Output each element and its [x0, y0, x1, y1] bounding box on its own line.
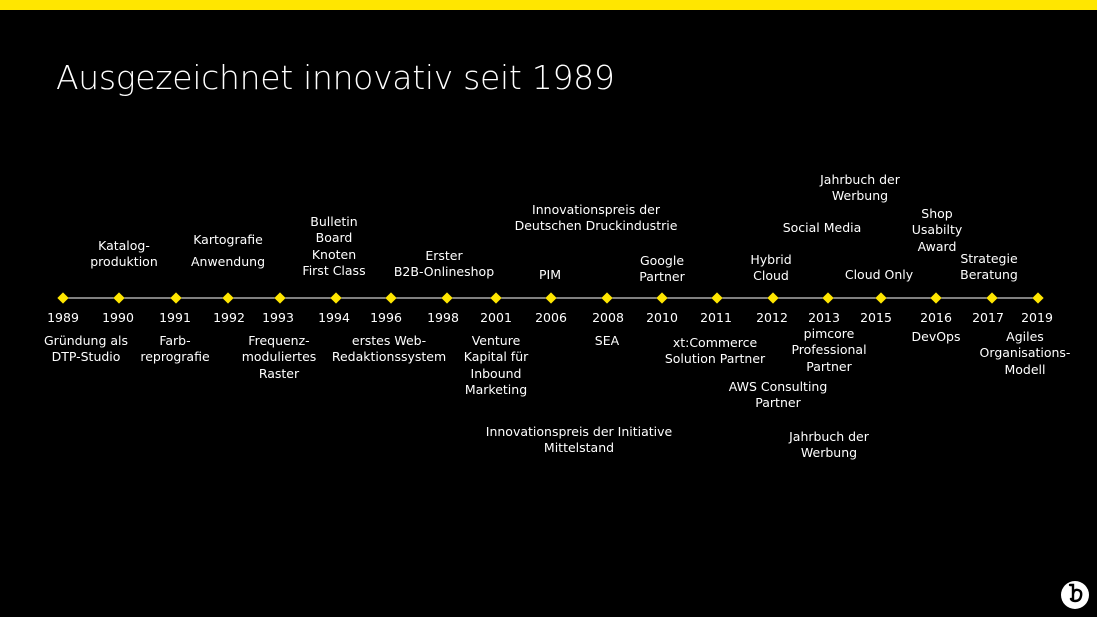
milestone-marker [656, 292, 668, 304]
year-label: 1990 [102, 310, 134, 325]
milestone-above: Social Media [782, 220, 862, 235]
milestone-marker [930, 292, 942, 304]
year-label: 2011 [700, 310, 732, 325]
milestone-above: Jahrbuch der Werbung [820, 172, 900, 204]
milestone-marker [274, 292, 286, 304]
milestone-marker [490, 292, 502, 304]
milestone-below: pimcore Professional Partner [791, 326, 867, 374]
milestone-below: Jahrbuch der Werbung [789, 429, 869, 461]
milestone-marker [385, 292, 397, 304]
milestone-above: Bulletin Board Knoten First Class [302, 214, 366, 278]
milestone-marker [113, 292, 125, 304]
milestone-below: Agiles Organisations- Modell [979, 329, 1071, 377]
milestone-below: SEA [594, 333, 620, 348]
year-label: 2015 [860, 310, 892, 325]
milestone-marker [170, 292, 182, 304]
milestone-below: Gründung als DTP-Studio [43, 333, 129, 365]
milestone-above: Katalog- produktion [90, 238, 158, 270]
milestone-below: Farb- reprografie [140, 333, 210, 365]
milestone-marker [222, 292, 234, 304]
year-label: 2010 [646, 310, 678, 325]
milestone-above: Kartografie [193, 232, 263, 247]
milestone-marker [767, 292, 779, 304]
year-label: 1991 [159, 310, 191, 325]
milestone-above: Google Partner [639, 253, 685, 285]
year-label: 1993 [262, 310, 294, 325]
milestone-below: xt:Commerce Solution Partner [664, 335, 766, 367]
milestone-above: Strategie Beratung [960, 251, 1018, 283]
milestone-marker [57, 292, 69, 304]
milestone-marker [330, 292, 342, 304]
slide-title: Ausgezeichnet innovativ seit 1989 [56, 58, 615, 97]
year-label: 2012 [756, 310, 788, 325]
milestone-below: erstes Web- Redaktionssystem [331, 333, 447, 365]
milestone-above: Cloud Only [844, 267, 914, 282]
year-label: 1989 [47, 310, 79, 325]
milestone-above: Hybrid Cloud [750, 252, 792, 284]
milestone-marker [1032, 292, 1044, 304]
milestone-marker [711, 292, 723, 304]
year-label: 1994 [318, 310, 350, 325]
milestone-below: Frequenz- moduliertes Raster [241, 333, 317, 381]
year-label: 2017 [972, 310, 1004, 325]
year-label: 1996 [370, 310, 402, 325]
milestone-above: Anwendung [190, 254, 266, 269]
year-label: 2016 [920, 310, 952, 325]
year-label: 2013 [808, 310, 840, 325]
milestone-below: DevOps [911, 329, 961, 344]
year-label: 2019 [1021, 310, 1053, 325]
year-label: 2008 [592, 310, 624, 325]
milestone-above: Shop Usabilty Award [911, 206, 963, 254]
milestone-below: Venture Kapital für Inbound Marketing [463, 333, 529, 397]
milestone-above: Erster B2B-Onlineshop [393, 248, 495, 280]
year-label: 2006 [535, 310, 567, 325]
milestone-above: Innovationspreis der Deutschen Druckindu… [514, 202, 678, 234]
milestone-marker [875, 292, 887, 304]
year-label: 2001 [480, 310, 512, 325]
year-label: 1992 [213, 310, 245, 325]
milestone-below: Innovationspreis der Initiative Mittelst… [485, 424, 673, 456]
top-bar [0, 0, 1097, 10]
year-label: 1998 [427, 310, 459, 325]
milestone-above: PIM [538, 267, 562, 282]
milestone-marker [441, 292, 453, 304]
milestone-marker [986, 292, 998, 304]
milestone-marker [601, 292, 613, 304]
milestone-below: AWS Consulting Partner [728, 379, 828, 411]
milestone-marker [545, 292, 557, 304]
logo [1061, 581, 1089, 609]
milestone-marker [822, 292, 834, 304]
